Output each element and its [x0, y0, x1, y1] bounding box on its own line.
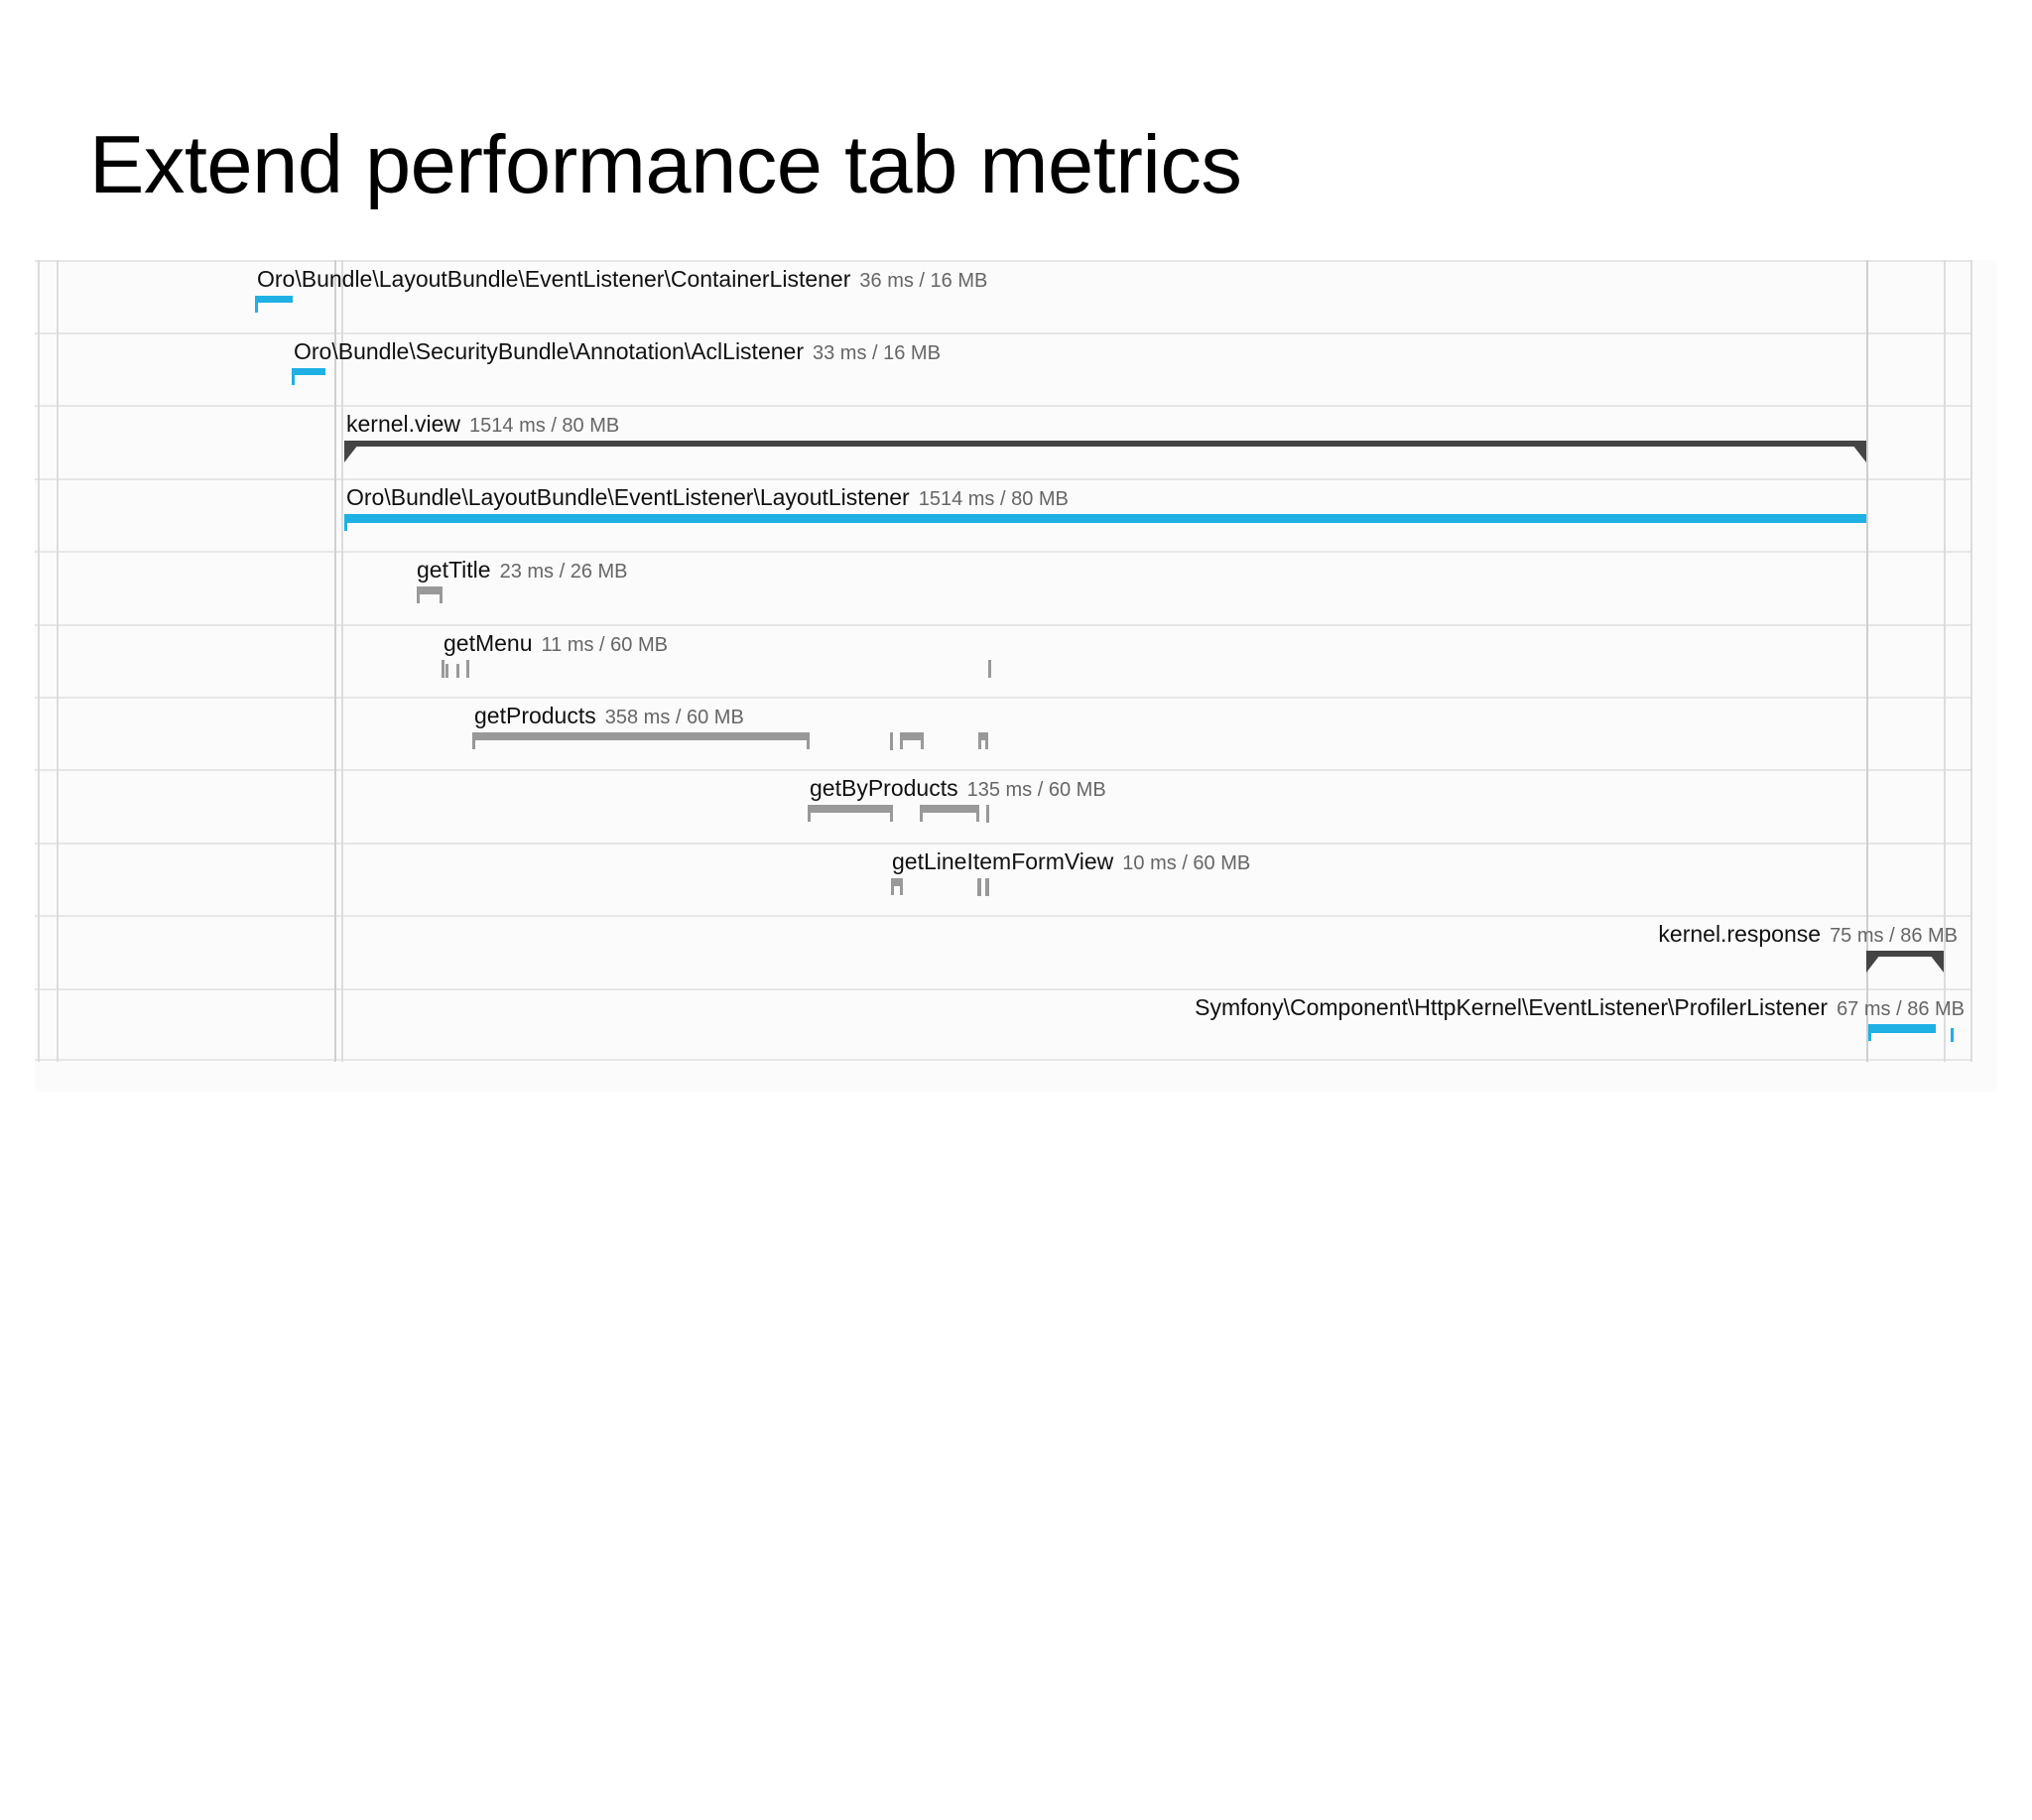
event-tick [985, 878, 989, 896]
event-tick [1951, 1028, 1954, 1042]
timeline-row [35, 769, 1972, 842]
event-bar [978, 732, 988, 749]
timeline-event: Oro\Bundle\LayoutBundle\EventListener\Co… [35, 260, 1997, 1092]
timeline-row [35, 260, 1972, 332]
event-bar [900, 732, 924, 749]
performance-timeline: Oro\Bundle\LayoutBundle\EventListener\Co… [35, 260, 1997, 1092]
period-marker [334, 260, 336, 1062]
timeline-event: Oro\Bundle\SecurityBundle\Annotation\Acl… [35, 332, 1997, 1164]
event-label[interactable]: getByProducts 135 ms / 60 MB [810, 775, 1106, 802]
timeline-row [35, 405, 1972, 477]
event-name: Symfony\Component\HttpKernel\EventListen… [1195, 994, 1829, 1020]
timeline-event: getLineItemFormView 10 ms / 60 MB [35, 843, 1997, 1674]
event-bar [292, 368, 325, 385]
timeline-event: kernel.response 75 ms / 86 MB [35, 915, 1997, 1747]
event-name: kernel.view [346, 411, 461, 437]
event-name: kernel.response [1658, 921, 1822, 947]
timeline-row [35, 478, 1972, 551]
timeline-row [35, 697, 1972, 769]
event-meta: 36 ms / 16 MB [859, 270, 988, 292]
timeline-row [35, 551, 1972, 623]
bar-end-marker [1930, 955, 1944, 973]
period-marker [57, 260, 59, 1062]
event-bar [891, 878, 903, 895]
event-bar [472, 732, 810, 749]
event-name: Oro\Bundle\LayoutBundle\EventListener\Co… [257, 266, 851, 292]
event-bar [1866, 951, 1944, 957]
event-label[interactable]: kernel.view 1514 ms / 80 MB [346, 411, 619, 438]
event-label[interactable]: getLineItemFormView 10 ms / 60 MB [892, 848, 1250, 875]
event-bar [417, 586, 443, 603]
timeline-row [35, 988, 1972, 1061]
event-meta: 10 ms / 60 MB [1122, 852, 1251, 874]
bar-end-marker [1852, 445, 1866, 462]
event-bar [808, 805, 893, 822]
event-label[interactable]: kernel.response 75 ms / 86 MB [1658, 921, 1958, 948]
event-name: getTitle [417, 557, 491, 583]
event-name: getByProducts [810, 775, 958, 801]
event-tick [890, 732, 893, 750]
event-label[interactable]: Oro\Bundle\LayoutBundle\EventListener\La… [346, 484, 1069, 511]
period-marker [38, 260, 40, 1062]
timeline-event: getMenu 11 ms / 60 MB [35, 624, 1997, 1456]
event-meta: 1514 ms / 80 MB [469, 415, 620, 437]
event-bar [1868, 1024, 1936, 1041]
timeline-row [35, 843, 1972, 915]
timeline-event: Oro\Bundle\LayoutBundle\EventListener\La… [35, 478, 1997, 1310]
period-marker [341, 260, 343, 1062]
timeline-event: Symfony\Component\HttpKernel\EventListen… [35, 988, 1997, 1820]
event-bar [344, 514, 1866, 531]
event-tick [456, 664, 459, 678]
event-name: getMenu [444, 630, 533, 656]
event-tick [988, 660, 991, 678]
timeline-row [35, 332, 1972, 405]
period-marker [1944, 260, 1946, 1062]
timeline-event: getProducts 358 ms / 60 MB [35, 697, 1997, 1528]
event-tick [986, 805, 989, 823]
event-bar [255, 296, 293, 313]
event-bar [920, 805, 979, 822]
timeline-event: kernel.view 1514 ms / 80 MB [35, 405, 1997, 1236]
timeline-event: getByProducts 135 ms / 60 MB [35, 769, 1997, 1601]
event-label[interactable]: Symfony\Component\HttpKernel\EventListen… [1195, 994, 1965, 1021]
event-tick [466, 660, 469, 678]
slide-title: Extend performance tab metrics [89, 118, 1242, 210]
timeline-row [35, 624, 1972, 697]
period-marker [1970, 260, 1972, 1062]
event-bar [344, 441, 1866, 447]
timeline-event: getTitle 23 ms / 26 MB [35, 551, 1997, 1382]
event-meta: 358 ms / 60 MB [604, 707, 744, 728]
event-name: getLineItemFormView [892, 848, 1114, 874]
bar-start-marker [344, 445, 358, 462]
event-label[interactable]: Oro\Bundle\SecurityBundle\Annotation\Acl… [294, 338, 941, 365]
event-name: Oro\Bundle\SecurityBundle\Annotation\Acl… [294, 338, 804, 364]
event-name: getProducts [474, 703, 596, 728]
event-meta: 67 ms / 86 MB [1837, 998, 1965, 1020]
event-label[interactable]: getMenu 11 ms / 60 MB [444, 630, 668, 657]
period-marker [1866, 260, 1868, 1062]
event-tick [442, 660, 444, 678]
event-meta: 23 ms / 26 MB [499, 561, 628, 583]
event-tick [977, 878, 981, 896]
event-tick [445, 664, 448, 678]
event-label[interactable]: Oro\Bundle\LayoutBundle\EventListener\Co… [257, 266, 987, 293]
event-meta: 33 ms / 16 MB [812, 342, 941, 364]
event-meta: 75 ms / 86 MB [1830, 925, 1958, 947]
event-meta: 135 ms / 60 MB [966, 779, 1106, 801]
event-meta: 1514 ms / 80 MB [918, 488, 1069, 510]
event-meta: 11 ms / 60 MB [541, 634, 668, 656]
event-label[interactable]: getProducts 358 ms / 60 MB [474, 703, 744, 729]
event-name: Oro\Bundle\LayoutBundle\EventListener\La… [346, 484, 910, 510]
event-label[interactable]: getTitle 23 ms / 26 MB [417, 557, 628, 584]
bar-start-marker [1866, 955, 1880, 973]
timeline-row [35, 915, 1972, 987]
